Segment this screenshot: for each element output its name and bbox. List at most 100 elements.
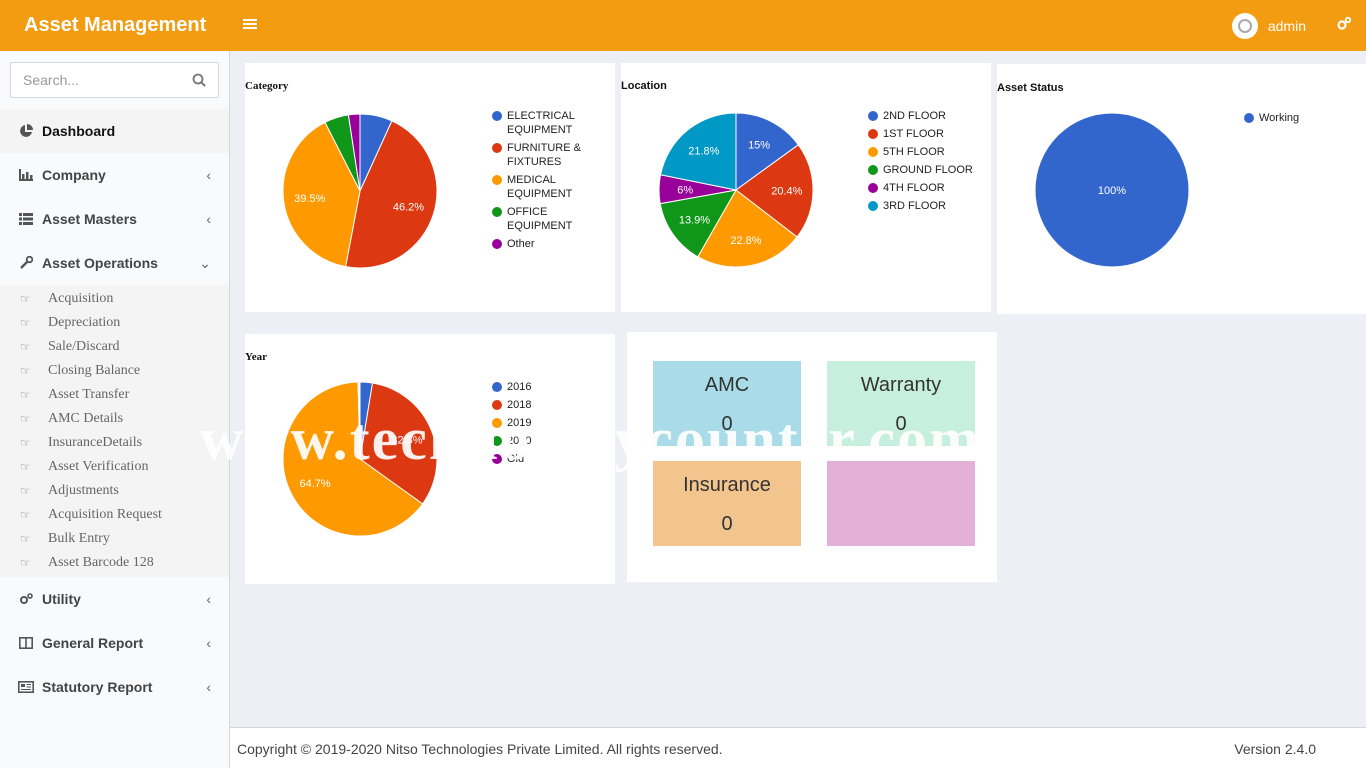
hand-pointer-icon: ☞ [20, 531, 31, 546]
slice-label: 100% [1098, 185, 1126, 197]
year-chart-title: Year [245, 351, 267, 363]
submenu-item[interactable]: ☞ Acquisition Request [0, 503, 229, 527]
slice-label: 64.7% [299, 478, 330, 490]
legend-item[interactable]: MEDICAL EQUIPMENT [492, 173, 612, 201]
settings-gears-icon[interactable] [1336, 16, 1352, 37]
year-legend: 2016 2018 2019 20_0 Old [492, 380, 602, 470]
pie-slice[interactable] [659, 112, 737, 191]
hand-pointer-icon: ☞ [20, 411, 31, 426]
pie-slice[interactable] [735, 112, 800, 191]
year-pie-chart[interactable]: 32.3% 64.7% [275, 374, 445, 544]
sidebar-item-asset-masters[interactable]: Asset Masters ‹ [0, 197, 229, 241]
pie-slice[interactable] [359, 382, 438, 505]
legend-dot [492, 175, 502, 185]
submenu-item[interactable]: ☞ Asset Barcode 128 [0, 551, 229, 575]
category-chart-title: Category [245, 80, 289, 92]
location-pie-chart[interactable]: 15% 20.4% 22.8% 13.9% 6% 21.8% [651, 105, 821, 275]
sidebar-item-label: Dashboard [42, 123, 116, 139]
legend-label: 5TH FLOOR [883, 146, 945, 158]
legend-dot [868, 147, 878, 157]
location-legend: 2ND FLOOR 1ST FLOOR 5TH FLOOR GROUND FLOOR 4… [868, 109, 988, 217]
legend-label: 2016 [507, 381, 532, 393]
legend-dot [492, 239, 502, 249]
pie-slice[interactable] [735, 144, 814, 238]
legend-item[interactable]: Working [1244, 111, 1354, 125]
sidebar-item-general-report[interactable]: General Report ‹ [0, 621, 229, 665]
legend-item[interactable]: 2016 [492, 380, 602, 394]
submenu-item[interactable]: ☞ Asset Verification [0, 455, 229, 479]
legend-item[interactable]: Old [492, 452, 602, 466]
sidebar-item-asset-operations[interactable]: Asset Operations ⌄ [0, 241, 229, 285]
amc-tile[interactable]: AMC 0 [653, 361, 801, 446]
submenu-item[interactable]: ☞ Asset Transfer [0, 383, 229, 407]
tile-value: 0 [895, 413, 907, 435]
legend-item[interactable]: 2019 [492, 416, 602, 430]
legend-item[interactable]: 2ND FLOOR [868, 109, 988, 123]
sidebar-toggle-icon[interactable] [243, 17, 257, 33]
legend-item[interactable]: 1ST FLOOR [868, 127, 988, 141]
submenu-item[interactable]: ☞ InsuranceDetails [0, 431, 229, 455]
legend-item[interactable]: 20_0 [492, 434, 602, 448]
pie-slice[interactable] [344, 120, 438, 269]
legend-item[interactable]: 4TH FLOOR [868, 181, 988, 195]
legend-item[interactable]: Other [492, 237, 612, 251]
submenu-item-label: Acquisition [48, 291, 114, 306]
submenu-item-label: Depreciation [48, 315, 121, 330]
search-input[interactable] [11, 63, 181, 97]
hand-pointer-icon: ☞ [20, 435, 31, 450]
legend-dot [492, 207, 502, 217]
asset-status-chart-box: Asset Status 100% Working [997, 64, 1366, 314]
submenu-item[interactable]: ☞ Depreciation [0, 311, 229, 335]
submenu-item[interactable]: ☞ Closing Balance [0, 359, 229, 383]
sidebar-item-statutory-report[interactable]: Statutory Report ‹ [0, 665, 229, 709]
top-header: Asset Management admin [0, 0, 1366, 51]
chevron-left-icon: ‹ [206, 679, 211, 695]
chevron-left-icon: ‹ [206, 211, 211, 227]
legend-dot [492, 111, 502, 121]
category-pie-chart[interactable]: 46.2% 39.5% [275, 106, 445, 276]
sidebar-item-dashboard[interactable]: Dashboard [0, 109, 229, 153]
insurance-tile[interactable]: Insurance 0 [653, 461, 801, 546]
pie-slice[interactable] [697, 189, 798, 268]
search-icon[interactable] [192, 73, 206, 87]
legend-dot [868, 165, 878, 175]
pie-slice[interactable] [659, 189, 737, 258]
bar-chart-icon [18, 167, 34, 183]
pie-slice[interactable] [358, 381, 361, 460]
asset-status-pie-chart[interactable]: 100% [1027, 105, 1197, 275]
pie-slice[interactable] [1034, 112, 1190, 268]
submenu-item[interactable]: ☞ Adjustments [0, 479, 229, 503]
slice-label: 22.8% [730, 235, 761, 247]
year-chart-box: Year 32.3% 64.7% 2016 2018 2019 20_0 Old [245, 334, 615, 584]
legend-item[interactable]: GROUND FLOOR [868, 163, 988, 177]
asset-operations-submenu: ☞ Acquisition ☞ Depreciation ☞ Sale/Discard ☞ C… [0, 285, 229, 577]
pie-slice[interactable] [347, 113, 361, 192]
legend-item[interactable]: 5TH FLOOR [868, 145, 988, 159]
chevron-left-icon: ‹ [206, 591, 211, 607]
submenu-item-label: InsuranceDetails [48, 435, 143, 450]
legend-dot [868, 183, 878, 193]
warranty-tile[interactable]: Warranty 0 [827, 361, 975, 446]
sidebar-item-utility[interactable]: Utility ‹ [0, 577, 229, 621]
legend-item[interactable]: OFFICE EQUIPMENT [492, 205, 612, 233]
legend-item[interactable]: ELECTRICAL EQUIPMENT [492, 109, 612, 137]
sidebar-item-company[interactable]: Company ‹ [0, 153, 229, 197]
legend-label: 4TH FLOOR [883, 182, 945, 194]
submenu-item[interactable]: ☞ Acquisition [0, 287, 229, 311]
pie-slice[interactable] [282, 121, 361, 268]
legend-item[interactable]: 3RD FLOOR [868, 199, 988, 213]
hand-pointer-icon: ☞ [20, 315, 31, 330]
legend-item[interactable]: FURNITURE & FIXTURES [492, 141, 612, 169]
blank-tile[interactable] [827, 461, 975, 546]
submenu-item[interactable]: ☞ AMC Details [0, 407, 229, 431]
newspaper-icon [18, 679, 34, 695]
gears-icon [18, 591, 34, 607]
hand-pointer-icon: ☞ [20, 507, 31, 522]
legend-label: 3RD FLOOR [883, 200, 946, 212]
user-menu[interactable]: admin [1231, 12, 1306, 40]
legend-item[interactable]: 2018 [492, 398, 602, 412]
pie-slice[interactable] [282, 381, 424, 537]
app-brand[interactable]: Asset Management [24, 14, 207, 36]
submenu-item[interactable]: ☞ Bulk Entry [0, 527, 229, 551]
submenu-item[interactable]: ☞ Sale/Discard [0, 335, 229, 359]
